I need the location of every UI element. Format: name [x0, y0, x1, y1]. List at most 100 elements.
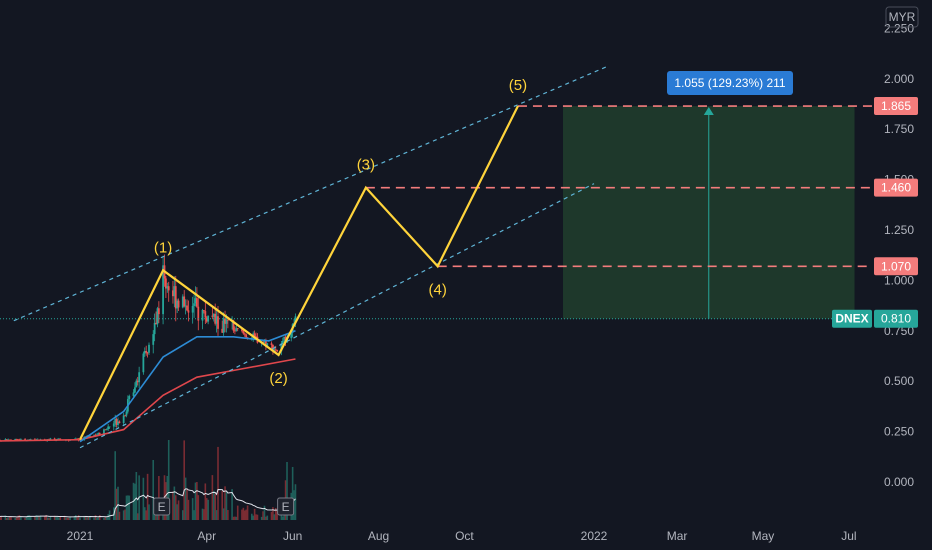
volume-bar	[173, 486, 176, 520]
volume-bar	[272, 507, 274, 520]
earnings-marker[interactable]: E	[277, 497, 295, 516]
price-tag-label: 1.070	[881, 259, 911, 273]
volume-bar	[212, 490, 215, 520]
x-tick-label: Aug	[368, 529, 389, 543]
volume-bar	[294, 484, 297, 520]
volume-bar	[224, 486, 226, 520]
candle-body	[290, 332, 293, 339]
volume-bar	[221, 490, 224, 520]
volume-bar	[66, 517, 69, 520]
candle-body	[195, 298, 198, 307]
volume-bar	[46, 517, 49, 520]
volume-bar	[225, 491, 228, 520]
volume-bar	[184, 477, 187, 520]
volume-bar	[251, 513, 253, 520]
volume-bar	[273, 514, 276, 520]
candle-body	[152, 334, 155, 345]
price-tag	[874, 97, 918, 116]
candle-body	[146, 352, 149, 354]
volume-bar	[77, 515, 80, 520]
volume-bar	[227, 510, 229, 520]
volume-bar	[235, 516, 238, 520]
volume-ma-line	[0, 488, 296, 518]
candle-body	[181, 296, 184, 308]
candle-body	[212, 313, 215, 317]
candle-body	[104, 429, 107, 431]
volume-bar	[125, 495, 128, 520]
volume-bar	[263, 505, 266, 520]
candle-body	[173, 286, 176, 297]
volume-bar	[25, 516, 28, 520]
volume-bar	[232, 516, 235, 520]
last-price-tag-label: 0.810	[881, 312, 911, 326]
volume-bar	[291, 466, 294, 520]
volume-bar	[74, 515, 77, 520]
volume-bar	[69, 517, 71, 520]
volume-bar	[211, 475, 214, 520]
volume-bar	[59, 516, 62, 520]
last-price-tag	[874, 309, 918, 328]
candle-body	[276, 349, 279, 352]
volume-bar	[214, 493, 216, 520]
x-tick-label: Oct	[455, 529, 474, 543]
earnings-marker-box	[153, 497, 171, 516]
symbol-tag	[832, 309, 872, 328]
volume-bar	[20, 516, 22, 520]
candle-body	[204, 311, 207, 318]
volume-bar	[203, 509, 205, 520]
candle-body	[224, 318, 226, 324]
volume-bar	[135, 472, 138, 520]
earnings-markers[interactable]: EEE	[0, 497, 295, 516]
currency-badge[interactable]: MYR	[885, 6, 919, 28]
volume-bar	[183, 440, 186, 520]
volume-bar	[36, 515, 39, 520]
candle-body	[255, 336, 257, 338]
candle-body	[283, 336, 286, 341]
y-tick-label: 2.000	[884, 72, 914, 86]
volume-bar	[260, 516, 263, 520]
volume-bar	[174, 495, 177, 520]
volume-bar	[29, 515, 32, 520]
candle-body	[115, 419, 118, 425]
volume-bar	[148, 504, 150, 520]
candle-body	[5, 439, 8, 441]
candle-body	[236, 328, 239, 330]
candle-body	[135, 380, 138, 388]
candle-body	[242, 331, 245, 334]
volume-bar	[253, 508, 256, 520]
candle-body	[105, 429, 108, 430]
candle-body	[97, 432, 100, 435]
volume-bar	[252, 515, 255, 520]
x-tick-label: May	[752, 529, 775, 543]
candle-body	[253, 333, 256, 337]
earnings-marker-label: E	[282, 500, 290, 514]
volume-bar	[73, 516, 76, 520]
volume-bar	[176, 504, 178, 520]
currency-label: MYR	[889, 10, 916, 24]
candle-body	[245, 334, 248, 338]
candle-body	[134, 387, 136, 393]
candle-body	[222, 318, 225, 333]
candle-body	[225, 319, 228, 324]
candle-body	[145, 351, 148, 353]
wave-label: (5)	[509, 77, 527, 94]
volume-bar	[38, 516, 40, 520]
earnings-marker[interactable]: E	[153, 497, 171, 516]
volume-bar	[122, 510, 125, 520]
candle-body	[201, 310, 204, 321]
volume-bar	[204, 483, 207, 520]
y-tick-label: 0.250	[884, 425, 914, 439]
volume-bar	[63, 515, 66, 520]
candle-body	[270, 343, 273, 345]
volume-bar	[191, 498, 194, 520]
price-tags: 1.865 1.460 1.070 DNEX 0.810	[832, 97, 918, 328]
volume-bar	[255, 514, 257, 520]
volume-bar	[93, 517, 95, 520]
volume-bar	[197, 495, 200, 520]
candle-body	[187, 310, 190, 313]
elliott-wave-line	[79, 105, 519, 441]
candle-body	[234, 330, 236, 332]
volume-bar	[48, 517, 50, 520]
volume-bar	[142, 477, 145, 520]
